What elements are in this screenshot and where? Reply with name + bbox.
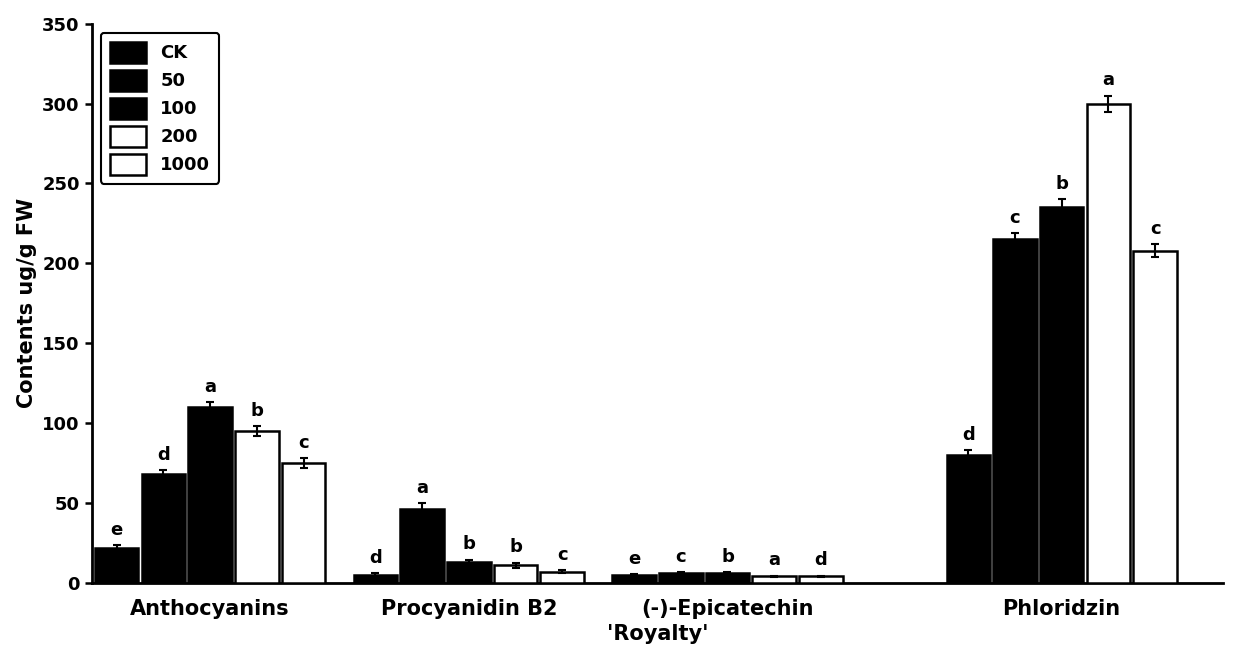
Text: e: e: [110, 521, 123, 539]
Bar: [141, 474, 185, 583]
Bar: [188, 407, 232, 583]
Bar: [236, 431, 279, 583]
Bar: [753, 576, 796, 583]
Bar: [1040, 208, 1084, 583]
Text: b: b: [463, 535, 475, 553]
Text: b: b: [1055, 175, 1068, 193]
Text: a: a: [205, 378, 216, 396]
Text: b: b: [250, 402, 263, 420]
Bar: [494, 565, 537, 583]
Bar: [281, 463, 325, 583]
Text: c: c: [676, 548, 686, 566]
Text: c: c: [298, 434, 309, 452]
Text: a: a: [769, 551, 780, 569]
Bar: [95, 548, 139, 583]
Text: a: a: [1102, 71, 1115, 89]
Bar: [993, 239, 1037, 583]
Bar: [660, 573, 703, 583]
X-axis label: 'Royalty': 'Royalty': [606, 625, 708, 644]
Text: b: b: [720, 548, 734, 566]
Bar: [706, 573, 749, 583]
Bar: [946, 455, 990, 583]
Text: d: d: [815, 551, 827, 569]
Text: c: c: [1149, 219, 1161, 238]
Bar: [1086, 104, 1130, 583]
Bar: [800, 576, 843, 583]
Text: d: d: [962, 426, 975, 444]
Bar: [353, 575, 397, 583]
Text: d: d: [157, 446, 170, 464]
Text: b: b: [510, 539, 522, 557]
Text: e: e: [627, 550, 640, 568]
Bar: [401, 510, 444, 583]
Bar: [448, 562, 491, 583]
Bar: [1133, 251, 1177, 583]
Text: a: a: [417, 479, 428, 496]
Text: c: c: [557, 545, 568, 564]
Y-axis label: Contents ug/g FW: Contents ug/g FW: [16, 198, 37, 408]
Bar: [541, 572, 584, 583]
Text: d: d: [370, 549, 382, 567]
Bar: [613, 575, 656, 583]
Text: c: c: [1009, 209, 1021, 227]
Legend: CK, 50, 100, 200, 1000: CK, 50, 100, 200, 1000: [100, 32, 219, 184]
